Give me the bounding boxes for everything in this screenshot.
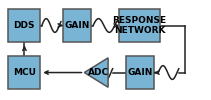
Text: MCU: MCU: [13, 68, 36, 77]
FancyBboxPatch shape: [119, 9, 160, 42]
Polygon shape: [84, 58, 108, 87]
FancyBboxPatch shape: [8, 9, 40, 42]
FancyBboxPatch shape: [126, 56, 154, 89]
Text: RESPONSE
NETWORK: RESPONSE NETWORK: [112, 16, 167, 35]
Text: ADC: ADC: [88, 68, 109, 77]
Text: GAIN: GAIN: [64, 21, 90, 30]
Text: DDS: DDS: [14, 21, 35, 30]
FancyBboxPatch shape: [8, 56, 40, 89]
Text: GAIN: GAIN: [127, 68, 153, 77]
FancyBboxPatch shape: [63, 9, 91, 42]
